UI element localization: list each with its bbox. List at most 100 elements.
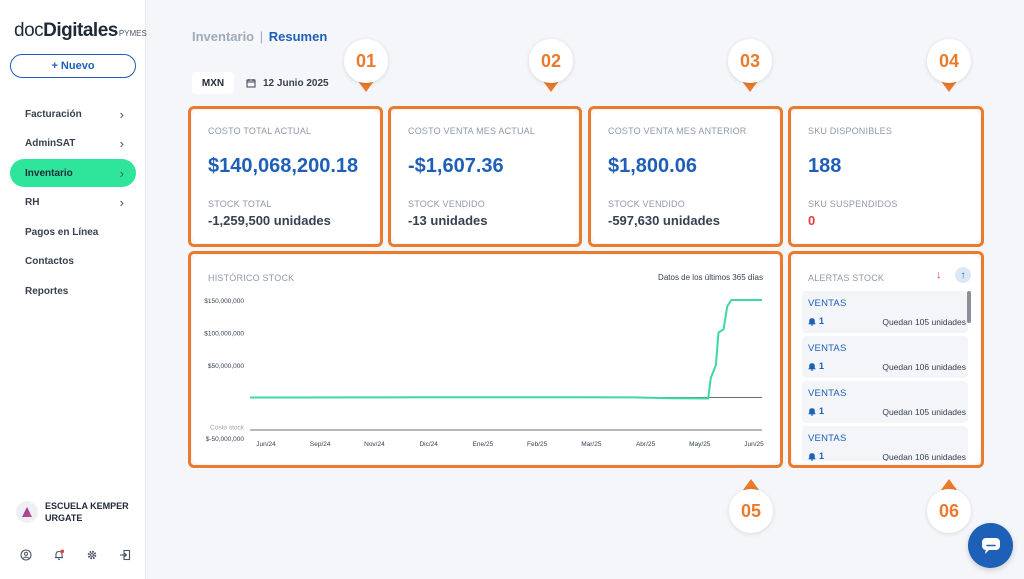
- breadcrumb-section[interactable]: Inventario: [192, 29, 255, 44]
- callout-badge-03: 03: [728, 39, 772, 92]
- x-tick-label: Nov/24: [364, 441, 385, 448]
- highlight-frame-06: [788, 251, 984, 468]
- kpi-value: $140,068,200.18: [208, 155, 359, 177]
- callout-badge-04: 04: [927, 39, 971, 92]
- highlight-frame-04: [788, 106, 984, 247]
- alert-count: 1: [808, 361, 824, 371]
- chevron-right-icon: ›: [119, 195, 124, 211]
- kpi-label: COSTO TOTAL ACTUAL: [208, 126, 312, 136]
- chart-title: HISTÓRICO STOCK: [208, 273, 295, 283]
- alert-message: Quedan 105 unidades: [882, 317, 966, 327]
- sort-ascending-icon[interactable]: ↑: [955, 267, 971, 283]
- sidebar-item-label: Inventario: [25, 167, 73, 179]
- date-picker[interactable]: 12 Junio 2025: [246, 72, 329, 94]
- currency-selector[interactable]: MXN: [192, 72, 234, 94]
- highlight-frame-01: [188, 106, 383, 247]
- x-tick-label: Jun/24: [256, 441, 276, 448]
- sidebar-item-reportes[interactable]: Reportes: [10, 278, 136, 306]
- kpi-subvalue: -597,630 unidades: [608, 213, 720, 228]
- y-tick-label: $100,000,000: [204, 331, 244, 338]
- list-item[interactable]: VENTAS 1 Quedan 106 unidades: [802, 426, 968, 461]
- alert-message: Quedan 105 unidades: [882, 407, 966, 417]
- logout-icon[interactable]: [119, 548, 131, 561]
- sidebar-item-contactos[interactable]: Contactos: [10, 248, 136, 276]
- sidebar-item-pagos-en-linea[interactable]: Pagos en Línea: [10, 218, 136, 246]
- calendar-icon: [246, 79, 256, 88]
- series-line-0: [250, 299, 762, 400]
- kpi-sublabel: SKU SUSPENDIDOS: [808, 199, 898, 209]
- callout-badge-02: 02: [529, 39, 573, 92]
- kpi-card-costo-venta-mes-anterior: COSTO VENTA MES ANTERIOR $1,800.06 STOCK…: [592, 110, 779, 243]
- user-icon[interactable]: [20, 548, 32, 561]
- bell-icon[interactable]: [53, 548, 65, 561]
- list-item[interactable]: VENTAS 1 Quedan 105 unidades: [802, 291, 968, 333]
- chat-icon: [981, 537, 1000, 554]
- alert-count: 1: [808, 406, 824, 416]
- alerts-list[interactable]: VENTAS 1 Quedan 105 unidades VENTAS 1 Qu…: [802, 291, 968, 461]
- kpi-subvalue: 0: [808, 213, 816, 228]
- chat-button[interactable]: [968, 523, 1013, 568]
- kpi-sublabel: STOCK TOTAL: [208, 199, 272, 209]
- bell-icon: [808, 317, 816, 326]
- callout-badge-01: 01: [344, 39, 388, 92]
- bell-icon: [808, 452, 816, 461]
- highlight-frame-02: [388, 106, 582, 247]
- alert-count: 1: [808, 451, 824, 461]
- kpi-value: 188: [808, 155, 842, 177]
- breadcrumb: Inventario | Resumen: [192, 29, 327, 44]
- x-tick-label: Mar/25: [581, 441, 602, 448]
- sidebar-item-adminsat[interactable]: AdminSAT ›: [10, 130, 136, 158]
- kpi-subvalue: -13 unidades: [408, 213, 488, 228]
- list-item[interactable]: VENTAS 1 Quedan 106 unidades: [802, 336, 968, 378]
- kpi-card-costo-venta-mes-actual: COSTO VENTA MES ACTUAL -$1,607.36 STOCK …: [392, 110, 578, 243]
- sort-descending-icon[interactable]: ↓: [936, 269, 942, 281]
- chevron-right-icon: ›: [119, 136, 124, 152]
- y-tick-label: $-50,000,000: [206, 436, 245, 443]
- sidebar-item-label: Contactos: [25, 256, 74, 268]
- highlight-frame-05: [188, 251, 783, 468]
- sidebar-item-label: Facturación: [25, 108, 82, 120]
- breadcrumb-separator: |: [259, 29, 264, 44]
- kpi-sublabel: STOCK VENDIDO: [408, 199, 485, 209]
- organization-name: ESCUELA KEMPER URGATE: [45, 501, 129, 523]
- callout-badge-06: 06: [927, 479, 971, 533]
- app-logo[interactable]: docDigitalesPYMES: [14, 20, 147, 41]
- organization-switcher[interactable]: ESCUELA KEMPER URGATE: [16, 500, 135, 524]
- sidebar-item-facturacion[interactable]: Facturación ›: [10, 100, 136, 128]
- kpi-card-costo-total: COSTO TOTAL ACTUAL $140,068,200.18 STOCK…: [192, 110, 379, 243]
- x-tick-label: May/25: [689, 441, 711, 448]
- x-tick-label: Feb/25: [527, 441, 548, 448]
- y-tick-label: $50,000,000: [208, 363, 245, 370]
- list-item[interactable]: VENTAS 1 Quedan 105 unidades: [802, 381, 968, 423]
- gear-icon[interactable]: [86, 548, 98, 560]
- kpi-sublabel: STOCK VENDIDO: [608, 199, 685, 209]
- date-value: 12 Junio 2025: [263, 77, 329, 89]
- sidebar-item-inventario[interactable]: Inventario ›: [10, 159, 136, 188]
- kpi-label: COSTO VENTA MES ANTERIOR: [608, 126, 747, 136]
- kpi-subvalue: -1,259,500 unidades: [208, 213, 331, 228]
- alert-count: 1: [808, 316, 824, 326]
- sidebar-item-label: AdminSAT: [25, 138, 76, 150]
- history-stock-card: HISTÓRICO STOCK Datos de los últimos 365…: [192, 255, 779, 464]
- alert-name: VENTAS: [808, 388, 847, 399]
- new-button[interactable]: + Nuevo: [10, 54, 136, 78]
- alert-name: VENTAS: [808, 343, 847, 354]
- kpi-card-sku-disponibles: SKU DISPONIBLES 188 SKU SUSPENDIDOS 0: [792, 110, 980, 243]
- chart-range-label: Datos de los últimos 365 días: [658, 273, 763, 282]
- x-tick-label: Dic/24: [419, 441, 438, 448]
- alert-name: VENTAS: [808, 433, 847, 444]
- bell-icon: [808, 407, 816, 416]
- highlight-frame-03: [588, 106, 783, 247]
- alerts-scrollbar[interactable]: [967, 291, 971, 323]
- alerts-title: ALERTAS STOCK: [808, 273, 885, 283]
- sidebar-item-label: RH: [25, 197, 40, 209]
- alert-name: VENTAS: [808, 298, 847, 309]
- kpi-label: COSTO VENTA MES ACTUAL: [408, 126, 536, 136]
- sidebar-item-label: Reportes: [25, 286, 69, 298]
- chevron-right-icon: ›: [119, 165, 124, 181]
- kpi-value: $1,800.06: [608, 155, 697, 177]
- bell-icon: [808, 362, 816, 371]
- sidebar-item-rh[interactable]: RH ›: [10, 189, 136, 217]
- sidebar-footer-icons: [20, 548, 131, 561]
- sidebar-item-label: Pagos en Línea: [25, 226, 99, 238]
